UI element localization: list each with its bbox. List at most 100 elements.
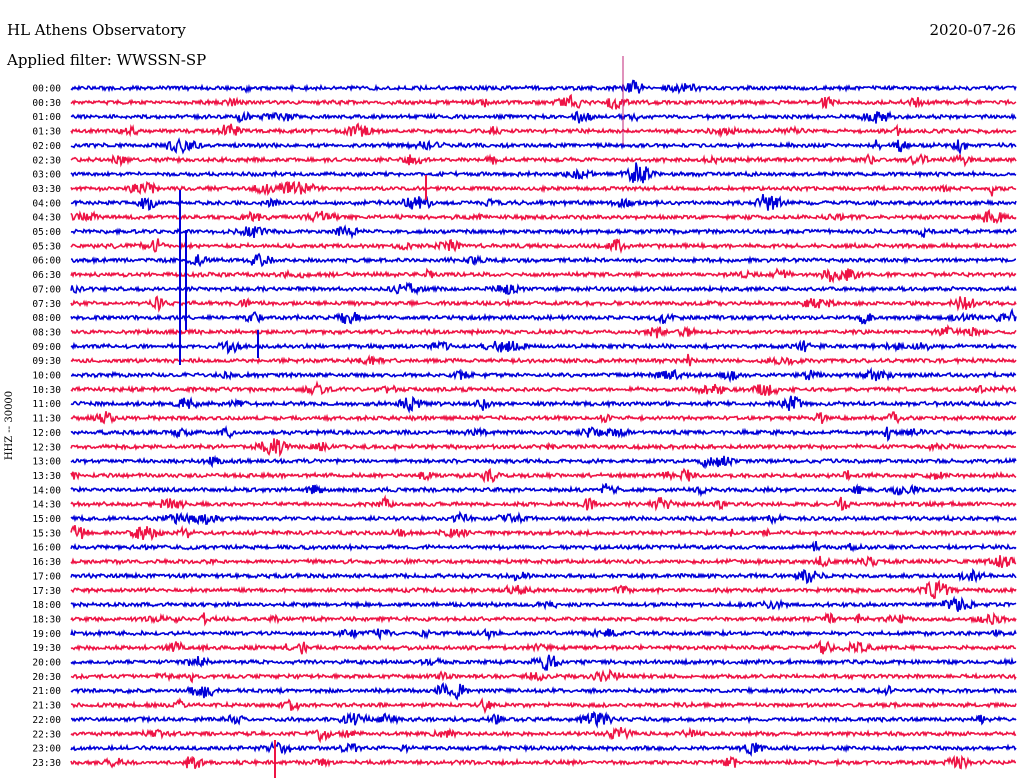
time-label: 11:30 — [32, 414, 61, 425]
time-label: 23:30 — [32, 758, 61, 769]
trace-line — [70, 710, 1017, 729]
filter-label: Applied filter: WWSSN-SP — [7, 51, 207, 69]
trace-line — [70, 525, 1017, 542]
trace-line — [70, 681, 1017, 701]
time-label-group: 00:00 00:30 01:00 01:30 02:00 02:30 03:00 03:30… — [32, 84, 61, 769]
time-label: 08:00 — [32, 313, 61, 324]
trace-line — [70, 281, 1017, 296]
trace-line — [70, 152, 1017, 168]
time-label: 08:30 — [32, 327, 61, 338]
time-label: 07:00 — [32, 284, 61, 295]
time-label: 02:00 — [32, 141, 61, 152]
trace-line — [70, 238, 1017, 255]
trace-line — [70, 208, 1017, 225]
time-label: 04:00 — [32, 198, 61, 209]
time-label: 22:30 — [32, 729, 61, 740]
trace-line — [70, 754, 1017, 770]
time-label: 00:30 — [32, 98, 61, 109]
trace-line — [70, 740, 1017, 757]
trace-line — [70, 627, 1017, 642]
time-label: 13:00 — [32, 457, 61, 468]
time-label: 01:00 — [32, 112, 61, 123]
trace-line — [70, 110, 1017, 124]
time-label: 23:00 — [32, 744, 61, 755]
time-label: 02:30 — [32, 155, 61, 166]
time-label: 09:30 — [32, 356, 61, 367]
time-label: 05:00 — [32, 227, 61, 238]
trace-line — [70, 726, 1017, 744]
time-label: 19:30 — [32, 643, 61, 654]
trace-line — [70, 579, 1017, 600]
time-label: 11:00 — [32, 399, 61, 410]
time-label: 16:00 — [32, 543, 61, 554]
trace-line — [70, 568, 1017, 585]
time-label: 10:00 — [32, 371, 61, 382]
time-label: 01:30 — [32, 127, 61, 138]
trace-line — [70, 483, 1017, 498]
time-label: 06:00 — [32, 256, 61, 267]
time-label: 20:00 — [32, 658, 61, 669]
trace-line — [70, 323, 1017, 339]
station-title: HL Athens Observatory — [7, 21, 186, 39]
trace-line — [70, 122, 1017, 139]
time-label: 19:00 — [32, 629, 61, 640]
time-label: 16:30 — [32, 557, 61, 568]
time-label: 18:30 — [32, 614, 61, 625]
trace-line — [70, 668, 1017, 684]
trace-line — [70, 79, 1017, 95]
time-label: 05:30 — [32, 241, 61, 252]
time-label: 13:30 — [32, 471, 61, 482]
trace-group — [70, 79, 1017, 778]
trace-line — [70, 339, 1017, 355]
trace-line — [70, 307, 1017, 325]
time-label: 06:30 — [32, 270, 61, 281]
trace-line — [70, 510, 1017, 526]
time-label: 15:30 — [32, 528, 61, 539]
trace-line — [70, 438, 1017, 458]
trace-line — [70, 697, 1017, 715]
trace-line — [70, 194, 1017, 211]
trace-line — [70, 424, 1017, 443]
time-label: 20:30 — [32, 672, 61, 683]
trace-line — [70, 180, 1017, 197]
trace-line — [70, 611, 1017, 627]
trace-line — [70, 411, 1017, 425]
trace-line — [70, 366, 1017, 384]
time-label: 03:00 — [32, 170, 61, 181]
date-label: 2020-07-26 — [929, 21, 1016, 39]
time-label: 17:00 — [32, 571, 61, 582]
trace-line — [70, 395, 1017, 414]
time-label: 14:00 — [32, 485, 61, 496]
trace-line — [70, 224, 1017, 240]
time-label: 15:00 — [32, 514, 61, 525]
time-label: 00:00 — [32, 84, 61, 95]
trace-line — [70, 654, 1017, 672]
trace-line — [70, 494, 1017, 512]
time-label: 21:00 — [32, 686, 61, 697]
trace-line — [70, 353, 1017, 367]
time-label: 17:30 — [32, 586, 61, 597]
time-label: 21:30 — [32, 701, 61, 712]
time-label: 22:00 — [32, 715, 61, 726]
time-label: 12:00 — [32, 428, 61, 439]
time-label: 09:00 — [32, 342, 61, 353]
trace-line — [70, 639, 1017, 655]
time-label: 14:30 — [32, 500, 61, 511]
time-label: 03:30 — [32, 184, 61, 195]
trace-line — [70, 467, 1017, 484]
time-label: 07:30 — [32, 299, 61, 310]
trace-line — [70, 454, 1017, 470]
time-label: 10:30 — [32, 385, 61, 396]
trace-line — [70, 137, 1017, 156]
time-label: 18:00 — [32, 600, 61, 611]
time-label: 12:30 — [32, 442, 61, 453]
trace-line — [70, 162, 1017, 184]
trace-line — [70, 380, 1017, 397]
trace-line — [70, 595, 1017, 612]
time-label: 04:30 — [32, 213, 61, 224]
trace-line — [70, 93, 1017, 111]
trace-line — [70, 555, 1017, 569]
trace-line — [70, 540, 1017, 553]
trace-line — [70, 267, 1017, 284]
